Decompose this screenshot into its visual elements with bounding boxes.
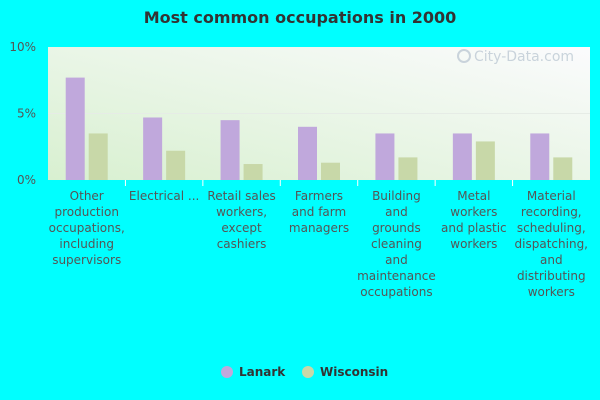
bar-wisconsin-5[interactable]: [475, 141, 495, 180]
watermark-text: City-Data.com: [474, 49, 574, 65]
legend-item-wisconsin[interactable]: Wisconsin: [302, 365, 388, 379]
bars: [65, 77, 573, 180]
bar-lanark-0[interactable]: [65, 77, 85, 180]
watermark-icon: [457, 49, 471, 63]
x-tick-label: Retail sales workers, except cashiers: [207, 189, 275, 251]
bar-wisconsin-2[interactable]: [243, 164, 263, 180]
x-tick-label: Metal workers and plastic workers: [441, 189, 507, 251]
bar-wisconsin-6[interactable]: [553, 157, 573, 180]
chart-title: Most common occupations in 2000: [144, 8, 457, 27]
y-tick-label: 5%: [17, 107, 36, 121]
x-tick-label: Material recording, scheduling, dispatching…: [515, 189, 588, 299]
bar-lanark-1[interactable]: [143, 117, 163, 180]
bar-lanark-6[interactable]: [530, 133, 550, 180]
legend-swatch: [221, 366, 233, 378]
legend-swatch: [302, 366, 314, 378]
bar-lanark-4[interactable]: [375, 133, 395, 180]
bar-lanark-5[interactable]: [452, 133, 472, 180]
x-axis-ticks: Other production occupations, including supe…: [49, 180, 588, 299]
bar-lanark-2[interactable]: [220, 120, 240, 180]
bar-wisconsin-4[interactable]: [398, 157, 418, 180]
bar-wisconsin-0[interactable]: [88, 133, 108, 180]
x-tick-label: Building and grounds cleaning and maintenance…: [357, 189, 436, 299]
legend-item-lanark[interactable]: Lanark: [221, 365, 286, 379]
x-tick-label: Electrical ...: [129, 189, 199, 203]
y-axis-ticks: 0% 5% 10%: [9, 40, 36, 187]
legend: Lanark Wisconsin: [221, 365, 388, 379]
x-tick-label: Other production occupations, including supe…: [49, 189, 125, 267]
bar-lanark-3[interactable]: [298, 126, 317, 180]
x-tick-label: Farmers and farm managers: [289, 189, 349, 235]
y-tick-label: 0%: [17, 173, 36, 187]
legend-label: Wisconsin: [320, 365, 388, 379]
bar-wisconsin-3[interactable]: [321, 162, 340, 180]
watermark: City-Data.com: [457, 49, 574, 65]
y-tick-label: 10%: [9, 40, 36, 54]
legend-label: Lanark: [239, 365, 286, 379]
bar-wisconsin-1[interactable]: [166, 150, 186, 180]
